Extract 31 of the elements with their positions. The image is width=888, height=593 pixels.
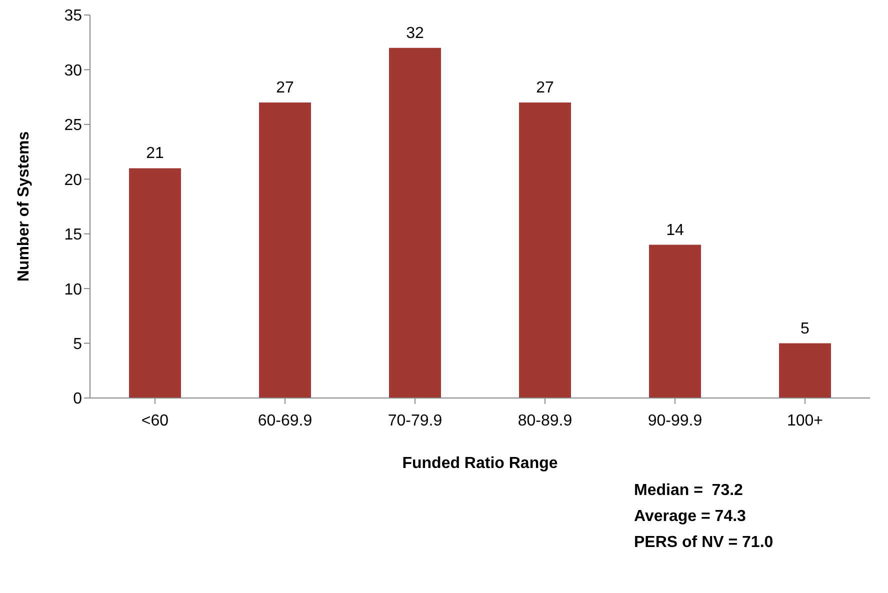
y-tick-label: 0 bbox=[73, 390, 82, 408]
y-tick-label: 10 bbox=[64, 281, 82, 298]
bar bbox=[259, 102, 311, 398]
bar bbox=[389, 48, 441, 398]
data-label: 5 bbox=[800, 320, 810, 338]
y-tick-label: 35 bbox=[64, 8, 82, 25]
data-label: 32 bbox=[406, 24, 424, 42]
y-tick-label: 20 bbox=[64, 172, 82, 189]
x-tick-label: <60 bbox=[141, 412, 169, 430]
text: Average = 74.3 bbox=[634, 507, 747, 527]
text: Median = 73.2 bbox=[634, 481, 744, 501]
y-tick-label: 5 bbox=[73, 336, 82, 353]
y-axis-title: Number of Systems bbox=[16, 131, 33, 282]
data-label: 21 bbox=[146, 145, 164, 162]
y-tick-label: 25 bbox=[64, 117, 82, 134]
x-axis-title: Funded Ratio Range bbox=[402, 455, 558, 472]
y-tick-label: 15 bbox=[64, 226, 82, 244]
x-tick-label: 100+ bbox=[786, 412, 824, 430]
x-tick-label: 80-89.9 bbox=[518, 412, 572, 430]
bar bbox=[519, 102, 571, 398]
bar bbox=[649, 244, 701, 398]
data-label: 14 bbox=[666, 222, 684, 239]
x-tick-label: 90-99.9 bbox=[648, 412, 702, 430]
bar bbox=[129, 168, 181, 398]
data-label: 27 bbox=[276, 80, 294, 97]
data-label: 27 bbox=[536, 80, 554, 97]
x-tick-label: 70-79.9 bbox=[388, 412, 442, 430]
y-tick-label: 30 bbox=[64, 62, 82, 80]
text: PERS of NV = 71.0 bbox=[634, 533, 774, 553]
x-tick-label: 60-69.9 bbox=[258, 412, 312, 430]
bar bbox=[779, 343, 831, 398]
